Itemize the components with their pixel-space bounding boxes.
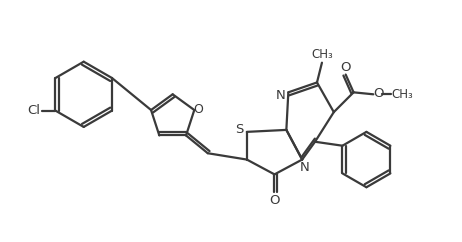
Text: Cl: Cl [27, 104, 40, 117]
Text: N: N [275, 89, 286, 102]
Text: O: O [373, 87, 383, 100]
Text: CH₃: CH₃ [311, 48, 333, 61]
Text: O: O [340, 61, 351, 74]
Text: S: S [235, 123, 243, 136]
Text: CH₃: CH₃ [391, 88, 413, 101]
Text: O: O [193, 103, 203, 115]
Text: N: N [299, 161, 309, 174]
Text: O: O [269, 194, 280, 207]
